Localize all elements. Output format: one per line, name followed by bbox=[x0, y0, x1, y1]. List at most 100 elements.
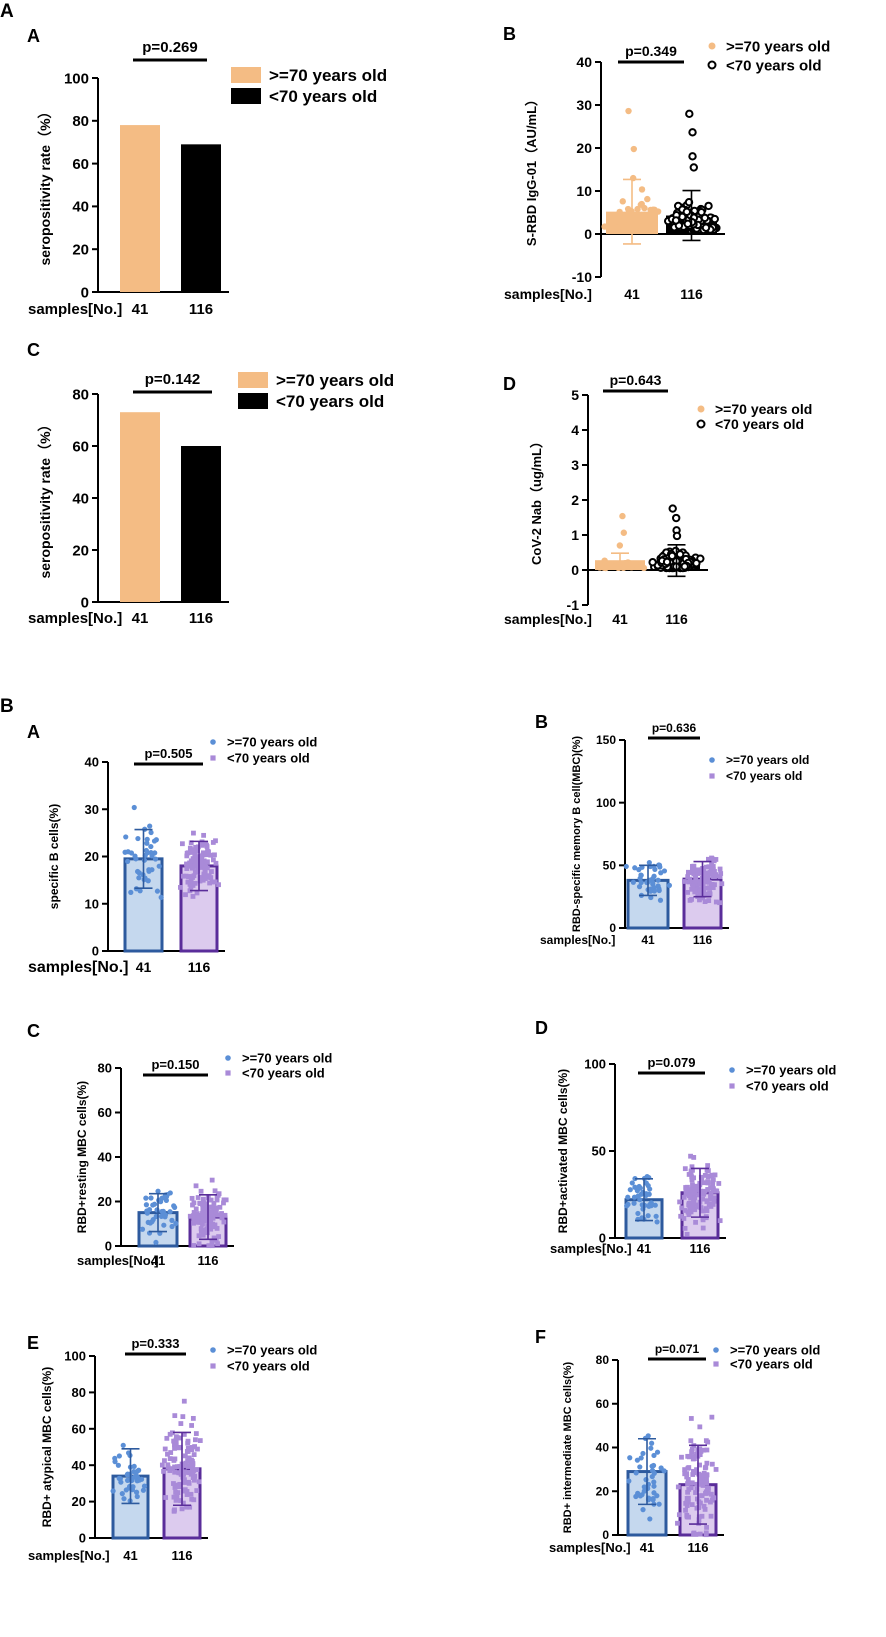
data-point bbox=[202, 1202, 208, 1208]
data-point bbox=[209, 1243, 215, 1249]
legend-marker bbox=[210, 1363, 216, 1369]
data-point bbox=[175, 1490, 181, 1495]
data-point bbox=[651, 888, 658, 894]
y-tick-label: 0 bbox=[81, 594, 89, 611]
y-tick-label: 0 bbox=[599, 1231, 606, 1246]
data-point bbox=[687, 876, 693, 882]
data-point bbox=[144, 1210, 150, 1216]
data-point bbox=[650, 1496, 656, 1502]
data-point bbox=[643, 1477, 649, 1483]
data-point bbox=[681, 1194, 687, 1200]
data-point bbox=[616, 208, 623, 216]
data-point bbox=[707, 1201, 713, 1207]
data-point bbox=[172, 1204, 178, 1210]
samples-label: samples[No.] bbox=[28, 959, 128, 976]
y-tick-label: 3 bbox=[571, 457, 579, 473]
data-point bbox=[194, 1488, 200, 1493]
data-point bbox=[706, 1485, 711, 1491]
legend-label: <70 years old bbox=[715, 416, 804, 432]
data-point bbox=[654, 1449, 661, 1455]
data-point bbox=[701, 873, 707, 878]
data-point bbox=[641, 1484, 647, 1490]
data-point bbox=[195, 848, 200, 854]
sample-count-label: 116 bbox=[680, 286, 703, 302]
bar bbox=[120, 125, 160, 292]
legend-label: >=70 years old bbox=[715, 401, 812, 417]
data-point bbox=[636, 884, 643, 890]
data-point bbox=[689, 1186, 695, 1192]
data-point bbox=[154, 1207, 160, 1213]
data-point bbox=[153, 1239, 159, 1246]
data-point bbox=[215, 1212, 221, 1218]
y-tick-label: 80 bbox=[98, 1061, 112, 1076]
sample-count-label: 41 bbox=[132, 610, 149, 627]
data-point bbox=[141, 1483, 148, 1489]
data-point bbox=[704, 201, 713, 211]
legend-marker bbox=[707, 60, 717, 70]
chart-B-E: E 0 20 40 60 80 100 RBD+ atypical MBC cells(%) p… bbox=[27, 1333, 317, 1563]
y-tick-label: 1 bbox=[571, 527, 579, 543]
data-point bbox=[682, 207, 692, 217]
data-point bbox=[708, 1491, 714, 1497]
data-point bbox=[198, 859, 204, 865]
data-point bbox=[685, 1495, 691, 1501]
data-point bbox=[647, 1186, 653, 1192]
data-point bbox=[212, 1188, 218, 1194]
data-point bbox=[708, 1193, 714, 1199]
data-point bbox=[710, 871, 716, 877]
outlier-point bbox=[688, 128, 697, 137]
data-point bbox=[704, 1472, 709, 1478]
data-point bbox=[172, 1445, 177, 1451]
data-point bbox=[686, 879, 692, 885]
data-point bbox=[619, 198, 626, 205]
data-point bbox=[219, 1211, 224, 1216]
y-tick-label: 0 bbox=[79, 1531, 86, 1546]
data-point bbox=[184, 1492, 190, 1497]
data-point bbox=[699, 1513, 705, 1519]
data-point bbox=[697, 888, 703, 894]
data-point bbox=[189, 1423, 195, 1428]
data-point bbox=[703, 1530, 709, 1536]
y-tick-label: 40 bbox=[98, 1150, 112, 1165]
data-point bbox=[712, 1172, 718, 1178]
data-point bbox=[190, 1469, 196, 1475]
y-tick-label: 20 bbox=[72, 1494, 86, 1509]
data-point bbox=[120, 1442, 126, 1448]
samples-label: samples[No.] bbox=[28, 301, 122, 318]
legend-label: >=70 years old bbox=[242, 1051, 332, 1066]
y-tick-label: 60 bbox=[596, 1397, 610, 1411]
samples-label: samples[No.] bbox=[549, 1540, 631, 1555]
data-point bbox=[115, 1462, 121, 1468]
outlier-point bbox=[625, 107, 632, 115]
data-point bbox=[671, 216, 681, 225]
data-point bbox=[699, 870, 705, 876]
data-point bbox=[692, 1207, 698, 1213]
data-point bbox=[636, 867, 642, 873]
sample-count-label: 41 bbox=[136, 959, 152, 975]
data-point bbox=[209, 1204, 215, 1210]
data-point bbox=[675, 1520, 680, 1526]
y-tick-label: 40 bbox=[72, 199, 89, 216]
data-point bbox=[651, 1479, 657, 1485]
data-point bbox=[173, 1497, 179, 1503]
subpanel-label: B bbox=[503, 24, 516, 44]
data-point bbox=[136, 1467, 142, 1473]
data-point bbox=[207, 880, 213, 886]
data-point bbox=[688, 1153, 693, 1159]
data-point bbox=[640, 564, 648, 572]
y-tick-label: 2 bbox=[571, 492, 579, 508]
data-point bbox=[157, 1199, 164, 1205]
data-point bbox=[704, 1199, 710, 1204]
data-point bbox=[709, 1461, 715, 1467]
data-point bbox=[155, 1188, 161, 1194]
data-point bbox=[180, 873, 186, 879]
data-point bbox=[657, 897, 664, 903]
data-point bbox=[710, 885, 716, 891]
data-point bbox=[698, 1205, 704, 1210]
data-point bbox=[692, 1190, 698, 1196]
data-point bbox=[685, 874, 691, 880]
data-point bbox=[702, 1507, 708, 1512]
legend-marker bbox=[225, 1055, 231, 1061]
data-point bbox=[702, 1188, 708, 1194]
data-point bbox=[686, 1212, 692, 1218]
